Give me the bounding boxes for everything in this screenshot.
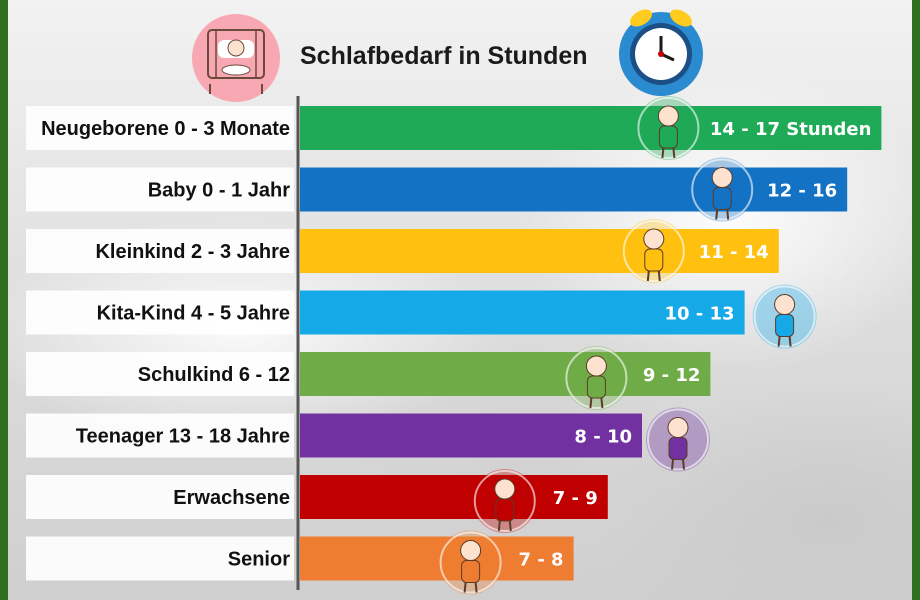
baby-with-pacifier-icon <box>690 157 755 222</box>
bar-chart: Neugeborene 0 - 3 Monate 14 - 17 Stunden B… <box>26 96 882 595</box>
bar <box>300 290 745 335</box>
category-label: Neugeborene 0 - 3 Monate <box>41 118 290 140</box>
category-label: Schulkind 6 - 12 <box>138 364 290 386</box>
value-label: 14 - 17 Stunden <box>710 119 871 140</box>
category-label: Kita-Kind 4 - 5 Jahre <box>97 303 290 325</box>
bar <box>300 536 574 581</box>
bar <box>300 106 882 150</box>
category-label-bg <box>26 229 294 273</box>
category-label: Baby 0 - 1 Jahr <box>148 180 291 202</box>
teenage-girl-icon <box>646 407 710 472</box>
category-label-bg <box>26 536 294 581</box>
bar <box>300 229 779 273</box>
adult-man-icon <box>472 469 537 533</box>
senior-man-icon <box>438 530 503 595</box>
value-label: 9 - 12 <box>643 365 701 386</box>
crawling-toddler-icon <box>621 219 686 283</box>
category-label-bg <box>26 352 294 396</box>
value-label: 12 - 16 <box>767 181 837 202</box>
bar <box>300 475 608 519</box>
bar <box>300 167 848 212</box>
category-label: Kleinkind 2 - 3 Jahre <box>95 241 290 263</box>
bar <box>300 413 642 458</box>
category-label-bg <box>26 106 294 150</box>
category-label-bg <box>26 290 294 335</box>
value-label: 8 - 10 <box>574 427 632 448</box>
category-label: Erwachsene <box>173 487 290 509</box>
category-label: Teenager 13 - 18 Jahre <box>76 426 290 448</box>
alarm-clock-icon <box>619 9 703 96</box>
schoolgirl-icon <box>564 346 629 410</box>
value-label: 10 - 13 <box>664 304 734 325</box>
swaddled-newborn-icon <box>636 96 701 160</box>
category-label-bg <box>26 475 294 519</box>
value-label: 7 - 9 <box>553 488 598 509</box>
value-label: 7 - 8 <box>519 550 564 571</box>
value-label: 11 - 14 <box>699 242 769 263</box>
category-label-bg <box>26 413 294 458</box>
sleeping-baby-crib-icon <box>192 14 280 102</box>
chart-title: Schlafbedarf in Stunden <box>300 42 588 70</box>
bar <box>300 352 711 396</box>
kindergarten-boy-icon <box>752 284 817 349</box>
category-label-bg <box>26 167 294 212</box>
category-label: Senior <box>228 549 290 571</box>
